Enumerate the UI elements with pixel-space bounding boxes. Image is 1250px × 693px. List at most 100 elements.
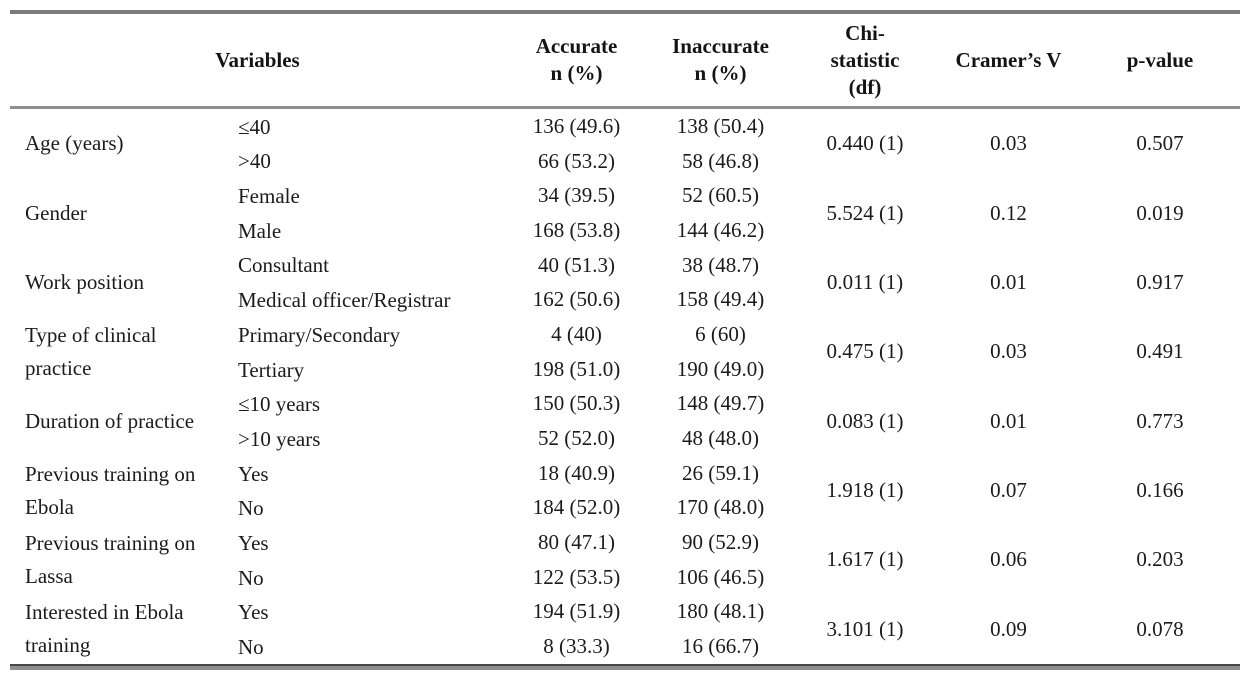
inaccurate-cell: 180 (48.1) bbox=[676, 599, 765, 624]
table-row: Gender Female 34 (39.5) 52 (60.5) 5.524 (1) 0… bbox=[10, 178, 1240, 224]
p-value-cell: 0.491 bbox=[1136, 339, 1184, 364]
category-cell-text: Female bbox=[238, 184, 300, 209]
table-row: Interested in Ebola training Yes 194 (51.9… bbox=[10, 595, 1240, 657]
category-cell: Consultant bbox=[228, 248, 505, 283]
accurate-cell: 168 (53.8) bbox=[532, 217, 621, 242]
category-cell-text: Yes bbox=[238, 530, 269, 555]
variable-cell: Interested in Ebola training bbox=[25, 600, 184, 658]
chi-square-statistics-table: Variables Accurate n (%) Inaccurate n (%) Chi… bbox=[10, 10, 1240, 666]
category-cell-text: Tertiary bbox=[238, 357, 305, 382]
p-value-cell: 0.507 bbox=[1136, 131, 1184, 156]
category-cell-text: Yes bbox=[238, 461, 269, 486]
chi-statistic-cell: 3.101 (1) bbox=[826, 616, 904, 641]
column-header-accurate: Accurate n (%) bbox=[505, 12, 648, 109]
cramers-v-cell: 0.03 bbox=[990, 131, 1027, 156]
chi-statistic-cell: 0.011 (1) bbox=[826, 269, 904, 294]
table-header: Variables Accurate n (%) Inaccurate n (%) Chi… bbox=[10, 12, 1240, 109]
table-row: Male 168 (53.8) 144 (46.2) bbox=[10, 213, 1240, 248]
category-cell: Yes bbox=[228, 456, 505, 491]
category-cell: No bbox=[228, 491, 505, 526]
accurate-cell: 162 (50.6) bbox=[532, 287, 621, 312]
p-value-cell: 0.078 bbox=[1136, 616, 1184, 641]
table-row: No 122 (53.5) 106 (46.5) bbox=[10, 560, 1240, 595]
table-row: >10 years 52 (52.0) 48 (48.0) bbox=[10, 421, 1240, 456]
category-cell-text: Primary/Secondary bbox=[238, 322, 401, 347]
inaccurate-cell: 148 (49.7) bbox=[676, 391, 765, 416]
category-cell: Primary/Secondary bbox=[228, 317, 505, 352]
statistics-table-container: Variables Accurate n (%) Inaccurate n (%) Chi… bbox=[10, 10, 1240, 666]
category-cell: No bbox=[228, 560, 505, 595]
p-value-cell: 0.019 bbox=[1136, 200, 1184, 225]
table-row: No 8 (33.3) 16 (66.7) bbox=[10, 629, 1240, 665]
category-cell: ≤10 years bbox=[228, 387, 505, 422]
inaccurate-cell: 48 (48.0) bbox=[682, 426, 759, 451]
accurate-cell: 80 (47.1) bbox=[538, 530, 615, 555]
chi-statistic-cell: 1.617 (1) bbox=[826, 547, 904, 572]
table-row: Previous training on Ebola Yes 18 (40.9) 26… bbox=[10, 456, 1240, 519]
table-body: Age (years) ≤40 136 (49.6) 138 (50.4) 0.440 … bbox=[10, 108, 1240, 666]
table-row: No 184 (52.0) 170 (48.0) bbox=[10, 491, 1240, 526]
accurate-cell: 194 (51.9) bbox=[532, 599, 621, 624]
category-cell-text: Consultant bbox=[238, 253, 330, 278]
category-cell-text: Medical officer/Registrar bbox=[238, 288, 451, 313]
p-value-cell: 0.166 bbox=[1136, 478, 1184, 503]
table-row: Type of clinical practice Primary/Seconda… bbox=[10, 317, 1240, 380]
variable-cell: Work position bbox=[25, 269, 145, 294]
category-cell: ≤40 bbox=[228, 108, 505, 144]
inaccurate-cell: 16 (66.7) bbox=[682, 634, 759, 659]
variable-cell: Type of clinical practice bbox=[25, 322, 157, 380]
p-value-cell: 0.773 bbox=[1136, 408, 1184, 433]
table-row: Tertiary 198 (51.0) 190 (49.0) bbox=[10, 352, 1240, 387]
accurate-cell: 198 (51.0) bbox=[532, 356, 621, 381]
chi-statistic-cell: 0.083 (1) bbox=[826, 408, 904, 433]
accurate-cell: 66 (53.2) bbox=[538, 148, 615, 173]
cramers-v-cell: 0.01 bbox=[990, 408, 1027, 433]
category-cell: Yes bbox=[228, 595, 505, 630]
inaccurate-cell: 158 (49.4) bbox=[676, 287, 765, 312]
variable-cell: Previous training on Lassa bbox=[25, 530, 196, 588]
accurate-cell: 34 (39.5) bbox=[538, 183, 615, 208]
table-header-row: Variables Accurate n (%) Inaccurate n (%) Chi… bbox=[10, 12, 1240, 109]
inaccurate-cell: 90 (52.9) bbox=[682, 530, 759, 555]
variable-cell: Age (years) bbox=[25, 131, 124, 156]
table-row: Previous training on Lassa Yes 80 (47.1) 90… bbox=[10, 525, 1240, 588]
category-cell: Female bbox=[228, 178, 505, 213]
variable-cell: Gender bbox=[25, 200, 87, 225]
variable-cell: Duration of practice bbox=[25, 408, 195, 433]
column-header-p-value: p-value bbox=[1080, 12, 1240, 109]
category-cell: Tertiary bbox=[228, 352, 505, 387]
inaccurate-cell: 52 (60.5) bbox=[682, 183, 759, 208]
accurate-cell: 184 (52.0) bbox=[532, 495, 621, 520]
accurate-cell: 18 (40.9) bbox=[538, 460, 615, 485]
table-row: Duration of practice ≤10 years 150 (50.3) 1… bbox=[10, 387, 1240, 432]
cramers-v-cell: 0.06 bbox=[990, 547, 1027, 572]
p-value-cell: 0.203 bbox=[1136, 547, 1184, 572]
category-cell: >40 bbox=[228, 144, 505, 179]
inaccurate-cell: 190 (49.0) bbox=[676, 356, 765, 381]
category-cell: No bbox=[228, 629, 505, 665]
category-cell: >10 years bbox=[228, 421, 505, 456]
column-header-inaccurate: Inaccurate n (%) bbox=[648, 12, 793, 109]
category-cell-text: Yes bbox=[238, 600, 269, 625]
inaccurate-cell: 58 (46.8) bbox=[682, 148, 759, 173]
column-header-chi-statistic: Chi-statistic (df) bbox=[793, 12, 937, 109]
accurate-cell: 52 (52.0) bbox=[538, 426, 615, 451]
table-row: Work position Consultant 40 (51.3) 38 (48.7… bbox=[10, 248, 1240, 294]
column-header-cramers-v: Cramer’s V bbox=[937, 12, 1080, 109]
accurate-cell: 122 (53.5) bbox=[532, 564, 621, 589]
inaccurate-cell: 170 (48.0) bbox=[676, 495, 765, 520]
category-cell: Medical officer/Registrar bbox=[228, 282, 505, 317]
cramers-v-cell: 0.12 bbox=[990, 200, 1027, 225]
category-cell: Yes bbox=[228, 525, 505, 560]
chi-statistic-cell: 0.440 (1) bbox=[826, 131, 904, 156]
category-cell-text: No bbox=[238, 635, 264, 659]
cramers-v-cell: 0.09 bbox=[990, 616, 1027, 641]
inaccurate-cell: 26 (59.1) bbox=[682, 460, 759, 485]
accurate-cell: 40 (51.3) bbox=[538, 252, 615, 277]
chi-statistic-cell: 5.524 (1) bbox=[826, 200, 904, 225]
inaccurate-cell: 106 (46.5) bbox=[676, 564, 765, 589]
category-cell-text: No bbox=[238, 565, 264, 590]
cramers-v-cell: 0.07 bbox=[990, 478, 1027, 503]
inaccurate-cell: 6 (60) bbox=[695, 321, 746, 346]
cramers-v-cell: 0.01 bbox=[990, 269, 1027, 294]
